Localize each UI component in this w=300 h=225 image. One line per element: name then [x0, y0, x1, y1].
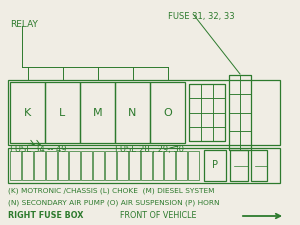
Bar [141, 151, 152, 180]
Bar [10, 151, 21, 180]
Bar [8, 148, 280, 183]
Bar [229, 75, 240, 94]
Bar [34, 151, 45, 180]
Bar [105, 151, 116, 180]
Bar [189, 112, 201, 127]
Bar [213, 84, 225, 98]
Bar [229, 75, 251, 150]
Text: P: P [212, 160, 218, 171]
Text: FUSE 28 , 29, 30: FUSE 28 , 29, 30 [115, 145, 184, 154]
Bar [213, 112, 225, 127]
Bar [80, 82, 115, 143]
Bar [129, 151, 140, 180]
Bar [164, 151, 175, 180]
Text: RIGHT FUSE BOX: RIGHT FUSE BOX [8, 211, 83, 220]
Bar [240, 94, 251, 112]
Bar [201, 127, 213, 141]
Bar [10, 82, 45, 143]
Bar [240, 131, 251, 150]
Bar [201, 112, 213, 127]
Bar [240, 112, 251, 131]
Bar [176, 151, 187, 180]
Text: M: M [93, 108, 102, 117]
Bar [201, 84, 213, 98]
Bar [150, 82, 185, 143]
Bar [229, 112, 240, 131]
Text: K: K [24, 108, 31, 117]
Bar [22, 151, 33, 180]
Bar [204, 150, 226, 181]
Bar [251, 150, 267, 181]
Text: O: O [163, 108, 172, 117]
Bar [8, 80, 280, 145]
Text: L: L [59, 108, 66, 117]
Text: FUSE 34 -- 49: FUSE 34 -- 49 [10, 145, 67, 154]
Bar [188, 151, 199, 180]
Bar [115, 82, 150, 143]
Bar [189, 84, 225, 141]
Bar [189, 84, 201, 98]
Text: FUSE 31, 32, 33: FUSE 31, 32, 33 [168, 12, 235, 21]
Text: (N) SECONDARY AIR PUMP (O) AIR SUSPENSION (P) HORN: (N) SECONDARY AIR PUMP (O) AIR SUSPENSIO… [8, 199, 220, 205]
Bar [201, 98, 213, 112]
Text: (K) MOTRONIC /CHASSIS (L) CHOKE  (M) DIESEL SYSTEM: (K) MOTRONIC /CHASSIS (L) CHOKE (M) DIES… [8, 187, 214, 194]
Bar [189, 98, 201, 112]
Bar [46, 151, 56, 180]
Bar [117, 151, 128, 180]
Bar [229, 131, 240, 150]
Text: N: N [128, 108, 137, 117]
Bar [93, 151, 104, 180]
Bar [189, 127, 201, 141]
Bar [69, 151, 80, 180]
Bar [45, 82, 80, 143]
Bar [213, 127, 225, 141]
Text: RELAY: RELAY [10, 20, 38, 29]
Bar [152, 151, 164, 180]
Bar [240, 75, 251, 94]
Bar [213, 98, 225, 112]
Bar [58, 151, 68, 180]
Bar [229, 94, 240, 112]
Text: FRONT OF VEHICLE: FRONT OF VEHICLE [120, 211, 196, 220]
Bar [81, 151, 92, 180]
Bar [230, 150, 248, 181]
